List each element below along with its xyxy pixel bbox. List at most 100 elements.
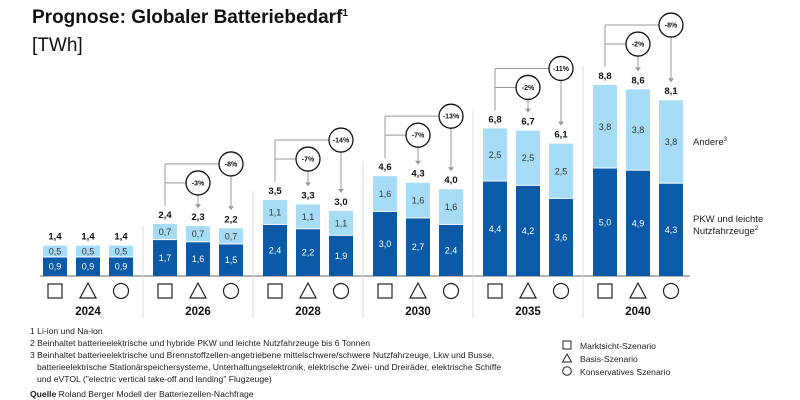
arrow-head <box>415 160 421 165</box>
bar-andere <box>296 204 320 229</box>
circle-icon <box>662 282 680 300</box>
value-total: 1,4 <box>81 232 95 243</box>
arrow-head <box>195 204 201 209</box>
value-pkw: 4,2 <box>522 226 535 236</box>
bar-pkw <box>43 257 67 276</box>
bar-andere <box>153 223 177 240</box>
value-andere: 0,7 <box>192 229 205 239</box>
bar-pkw <box>549 198 573 276</box>
bar-andere <box>373 176 397 211</box>
bar-pkw <box>263 224 287 276</box>
arrow-head <box>338 188 344 193</box>
value-andere: 0,7 <box>225 231 238 241</box>
bar-pkw <box>219 244 243 276</box>
arrow-head <box>448 167 454 172</box>
footnote-1: 1 Li-ion und Na-ion <box>30 326 103 336</box>
bar-andere <box>263 200 287 224</box>
bar-andere <box>549 143 573 198</box>
change-label: -13% <box>443 114 460 121</box>
change-circle <box>515 74 541 101</box>
bar-pkw <box>659 183 683 276</box>
value-andere: 3,8 <box>632 125 645 135</box>
year-label: 2026 <box>185 306 211 318</box>
change-circle <box>218 151 244 177</box>
change-circle <box>625 31 651 57</box>
bar-pkw <box>76 257 100 276</box>
value-andere: 1,6 <box>445 202 458 212</box>
triangle-icon <box>561 352 573 363</box>
bar-andere <box>483 128 507 181</box>
value-andere: 0,5 <box>115 247 128 257</box>
circle-icon <box>552 282 570 300</box>
bar-pkw <box>296 229 320 276</box>
value-andere: 3,8 <box>599 122 612 132</box>
change-circle <box>548 55 574 82</box>
change-circle <box>295 146 321 172</box>
circle-icon <box>332 282 350 300</box>
value-andere: 1,1 <box>269 207 282 217</box>
bar-andere <box>219 228 243 244</box>
change-circle <box>185 170 211 196</box>
value-total: 8,1 <box>664 86 678 97</box>
value-pkw: 1,9 <box>335 251 348 261</box>
value-total: 2,2 <box>224 214 237 225</box>
value-total: 3,0 <box>334 197 347 208</box>
value-pkw: 0,9 <box>49 262 62 272</box>
scenario-legend: Marktsicht-Szenario Basis-Szenario Konse… <box>561 340 671 377</box>
year-label: 2035 <box>515 306 541 318</box>
value-andere: 0,5 <box>82 247 95 257</box>
change-circle <box>405 122 431 148</box>
footnote-3-cont2: und eVTOL ("electric vertical take-off a… <box>37 374 272 384</box>
value-pkw: 0,9 <box>115 262 128 272</box>
bar-pkw <box>186 242 210 276</box>
year-label: 2024 <box>75 306 101 318</box>
value-andere: 2,5 <box>555 166 568 176</box>
legend-pkw: PKW und leichte Nutzfahrzeuge2 <box>693 214 763 237</box>
bar-andere <box>406 182 430 218</box>
square-icon <box>597 283 613 299</box>
bar-andere <box>439 189 463 224</box>
value-pkw: 4,4 <box>489 224 502 234</box>
value-total: 6,1 <box>554 130 568 141</box>
value-total: 8,6 <box>631 75 644 86</box>
arrow-head <box>228 206 234 211</box>
change-label: -14% <box>333 138 350 145</box>
change-circle <box>658 12 684 38</box>
legend-basis: Basis-Szenario <box>580 354 638 364</box>
value-andere: 2,5 <box>489 150 502 160</box>
arrow-head <box>668 78 674 83</box>
footnote-3: 3 Beinhaltet batterieelektrische und Bre… <box>30 350 494 360</box>
value-pkw: 2,2 <box>302 248 315 258</box>
bar-pkw <box>373 211 397 276</box>
value-pkw: 5,0 <box>599 217 612 227</box>
value-total: 4,6 <box>378 162 391 173</box>
bar-andere <box>516 130 540 185</box>
circle-icon <box>112 282 130 300</box>
value-pkw: 1,5 <box>225 255 238 265</box>
change-label: -11% <box>553 66 570 73</box>
value-total: 1,4 <box>48 232 62 243</box>
arrow-head <box>305 182 311 187</box>
change-label: -3% <box>192 180 205 187</box>
value-total: 6,8 <box>488 114 501 125</box>
square-icon <box>487 283 503 299</box>
bar-pkw <box>153 240 177 276</box>
value-total: 4,0 <box>444 175 457 186</box>
change-label: -8% <box>665 23 678 30</box>
unit-label: [TWh] <box>32 35 83 56</box>
bar-andere <box>593 85 617 168</box>
bar-pkw <box>626 170 650 276</box>
value-total: 2,4 <box>158 210 172 221</box>
bar-andere <box>329 210 353 235</box>
legend-konservativ: Konservatives Szenario <box>580 367 671 377</box>
value-pkw: 4,9 <box>632 218 645 228</box>
value-pkw: 3,0 <box>379 239 392 249</box>
change-label: -2% <box>522 85 535 92</box>
square-icon <box>377 283 393 299</box>
bar-pkw <box>109 257 133 276</box>
footnote-3-cont: batterieelektrische Stationärspeichersys… <box>37 362 501 372</box>
value-pkw: 2,4 <box>445 245 458 255</box>
square-icon <box>562 340 572 350</box>
triangle-icon <box>629 281 647 299</box>
arrow-head <box>635 67 641 72</box>
